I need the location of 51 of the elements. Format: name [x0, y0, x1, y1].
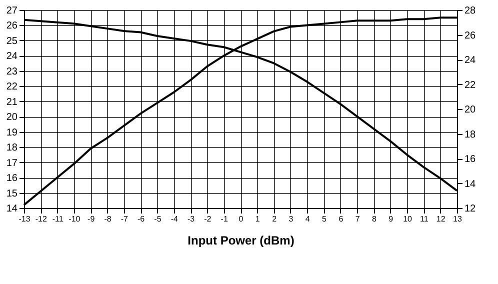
y-tick-label: 18	[6, 142, 18, 154]
x-tick-label: 5	[322, 214, 328, 224]
y-tick-label: 23	[6, 66, 18, 78]
x-tick-label: -8	[104, 214, 112, 224]
x-tick-label: -13	[18, 214, 31, 224]
y2-tick-label: 16	[464, 154, 476, 165]
y2-tick-label: 22	[464, 80, 476, 91]
x-tick-label: -7	[120, 214, 129, 224]
y2-tick-label: 24	[464, 55, 476, 66]
x-tick-label: -10	[68, 214, 81, 224]
x-tick-label: -6	[138, 214, 146, 224]
y2-tick-label: 18	[464, 129, 476, 140]
x-tick-label: 9	[388, 214, 394, 224]
y-tick-label: 21	[6, 96, 18, 108]
x-tick-label: -5	[154, 214, 162, 224]
y-tick-label: 26	[6, 20, 18, 32]
x-tick-label: 8	[372, 214, 378, 224]
x-tick-label: 0	[238, 214, 244, 224]
x-axis-title: Input Power (dBm)	[188, 234, 294, 248]
x-tick-label: 7	[355, 214, 360, 224]
x-tick-label: -3	[187, 214, 196, 224]
x-tick-label: 11	[420, 214, 429, 224]
y-tick-label: 15	[6, 188, 18, 200]
x-tick-label: -4	[170, 214, 178, 224]
y2-tick-label: 14	[464, 178, 476, 190]
x-tick-label: 6	[338, 214, 344, 224]
x-tick-label: 4	[305, 214, 310, 224]
x-tick-label: 13	[453, 214, 462, 224]
y-tick-label: 27	[6, 6, 18, 16]
x-tick-label: -11	[52, 214, 64, 224]
y2-tick-label: 28	[464, 6, 476, 16]
y-tick-label: 14	[6, 204, 18, 214]
y2-tick-label: 20	[464, 104, 476, 116]
x-tick-label: 3	[288, 214, 294, 224]
x-tick-label: -12	[35, 214, 48, 224]
x-tick-label: 1	[255, 214, 260, 224]
y2-tick-label: 26	[464, 30, 476, 42]
y-tick-label: 20	[6, 112, 18, 124]
y-tick-label: 17	[6, 158, 18, 169]
y-tick-label: 19	[6, 127, 18, 138]
x-tick-label: -2	[204, 214, 212, 224]
y-tick-label: 22	[6, 82, 18, 93]
y2-tick-label: 12	[464, 204, 476, 214]
y-tick-label: 24	[6, 51, 18, 62]
x-tick-label: 10	[403, 214, 413, 224]
x-tick-label: 12	[436, 214, 446, 224]
x-tick-label: 2	[272, 214, 278, 224]
x-tick-label: -9	[88, 214, 96, 224]
y-tick-label: 16	[6, 173, 18, 184]
y-tick-label: 25	[6, 36, 18, 47]
x-tick-label: -1	[220, 214, 228, 224]
